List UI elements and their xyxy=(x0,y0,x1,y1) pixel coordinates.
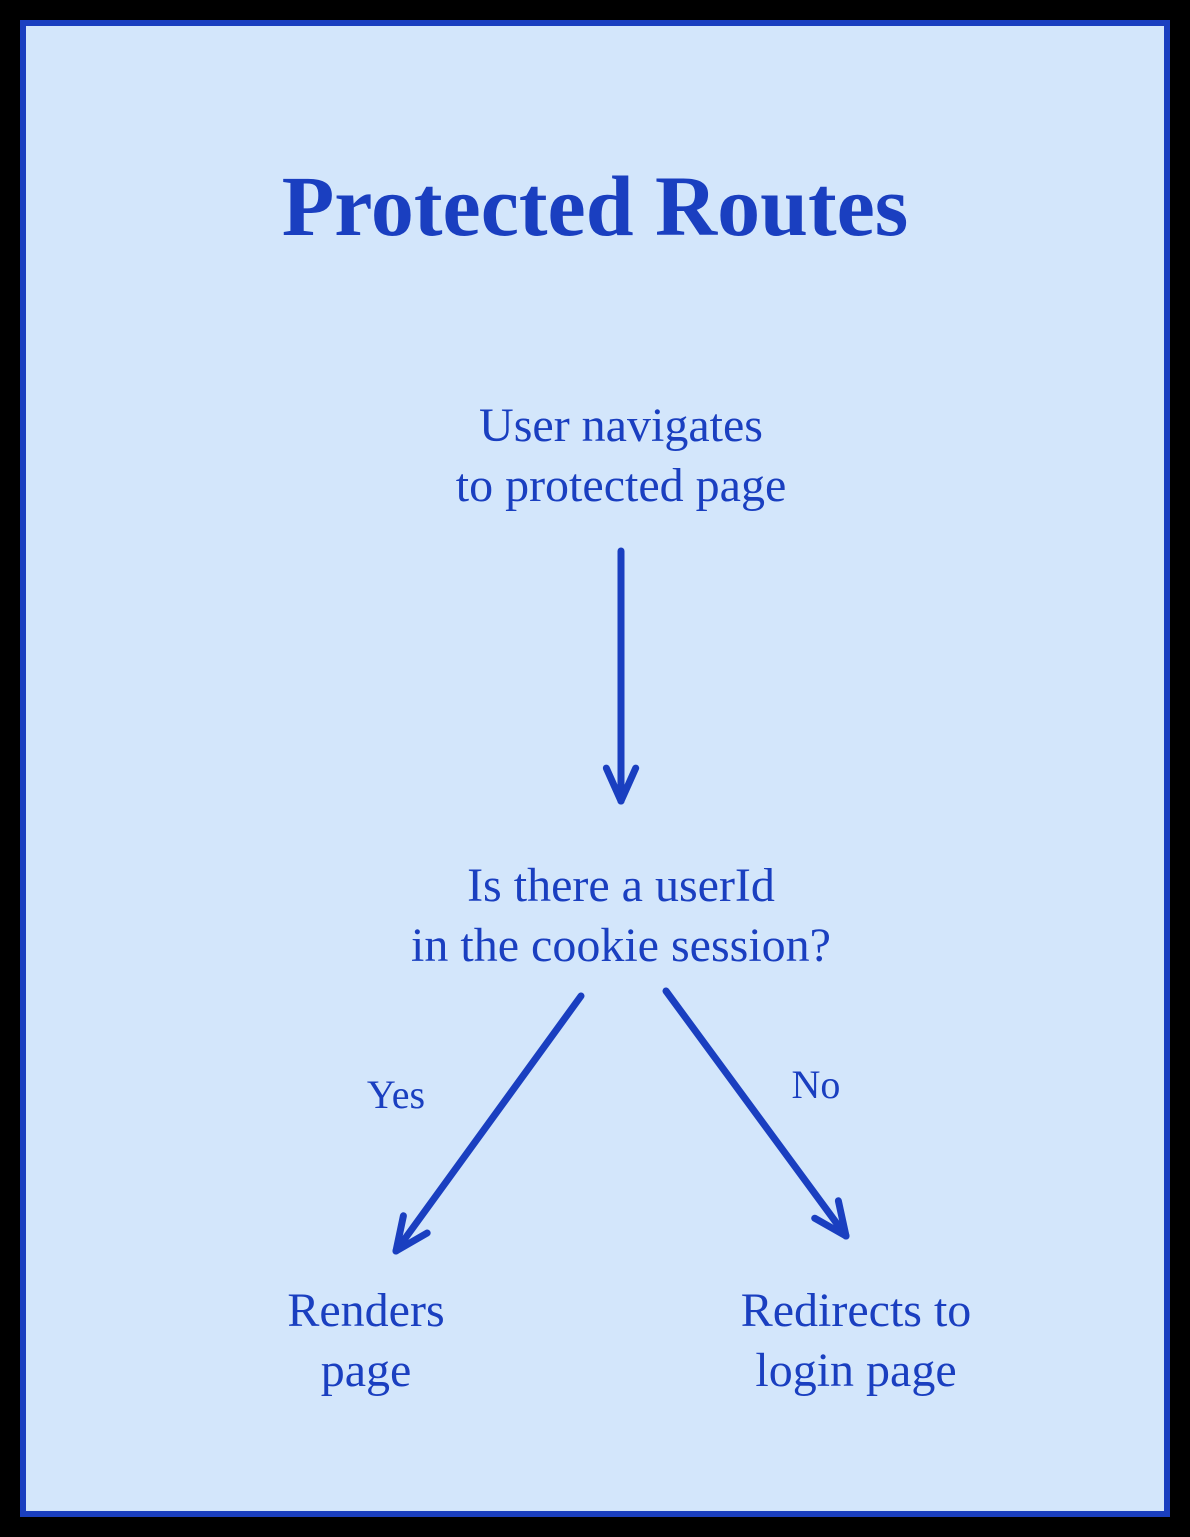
edge-decision-yes xyxy=(396,996,581,1251)
node-start: User navigates to protected page xyxy=(301,396,941,516)
edge-label-yes: Yes xyxy=(336,1071,456,1118)
diagram-title: Protected Routes xyxy=(26,156,1164,256)
edge-start-decision xyxy=(606,551,635,801)
edge-label-no: No xyxy=(756,1061,876,1108)
flowchart-canvas: Protected Routes User navigates to prote… xyxy=(20,20,1170,1517)
node-decision: Is there a userId in the cookie session? xyxy=(301,856,941,976)
edge-decision-no xyxy=(666,991,846,1236)
node-no: Redirects to login page xyxy=(536,1281,1176,1401)
